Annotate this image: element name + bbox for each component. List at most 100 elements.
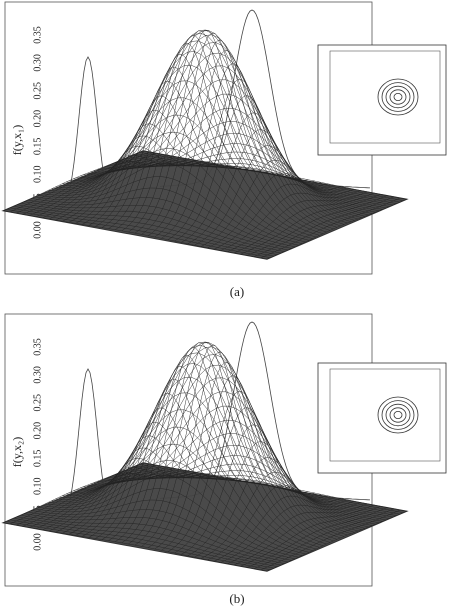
mesh-line: [128, 156, 394, 206]
mesh-line: [240, 506, 381, 567]
z-tick-label: 0.10: [32, 166, 43, 184]
marginal-curve: [39, 56, 141, 213]
mesh-line: [148, 351, 289, 548]
mesh-line: [141, 344, 282, 547]
z-tick-label: 0.00: [32, 221, 43, 239]
contour: [385, 403, 411, 427]
contour: [389, 407, 407, 423]
mesh-line: [139, 464, 404, 513]
mesh-line: [260, 197, 401, 259]
contour: [389, 89, 407, 105]
mesh-line: [247, 507, 388, 568]
mesh-line: [121, 471, 387, 521]
z-tick-label: 0.30: [32, 54, 43, 72]
mesh-line: [142, 462, 408, 512]
mesh-line: [227, 191, 368, 252]
mesh-line: [86, 52, 352, 222]
mesh-line: [100, 419, 366, 529]
mesh-line: [86, 364, 352, 534]
mesh-line: [97, 93, 362, 218]
mesh-line: [260, 509, 401, 571]
mesh-line: [161, 63, 302, 239]
mesh-line: [100, 107, 366, 217]
mesh-line: [161, 375, 302, 551]
mesh-line: [233, 504, 375, 566]
mesh-line: [253, 508, 394, 569]
mesh-line: [93, 391, 359, 532]
mesh-line: [118, 158, 383, 210]
mesh-line: [121, 159, 387, 209]
mesh-line: [114, 463, 380, 524]
marginal-curve: [39, 368, 141, 525]
caption: (b): [229, 591, 244, 606]
z-tick-label: 0.10: [32, 478, 43, 496]
mesh-line: [148, 39, 289, 236]
z-tick-label: 0.15: [32, 450, 43, 468]
mesh-line: [200, 471, 342, 559]
mesh-line: [97, 405, 362, 530]
mesh-line: [154, 50, 295, 238]
mesh-line: [83, 42, 348, 224]
z-tick-label: 0.25: [32, 82, 43, 100]
z-tick-label: 0.20: [32, 110, 43, 128]
mesh-line: [174, 407, 315, 554]
mesh-line: [114, 151, 380, 212]
contour: [393, 93, 403, 102]
mesh-line: [142, 150, 408, 200]
mesh-line: [233, 192, 375, 254]
z-axis-label: f(y,x₂): [10, 437, 24, 467]
mesh-line: [214, 495, 355, 562]
z-tick-label: 0.20: [32, 422, 43, 440]
mesh-line: [90, 377, 355, 533]
mesh-line: [167, 391, 309, 552]
mesh-line: [139, 152, 404, 201]
mesh-line: [220, 502, 361, 563]
contour: [381, 82, 415, 112]
mesh-line: [128, 468, 394, 518]
mesh-line: [266, 510, 408, 572]
mesh-line: [200, 159, 342, 247]
mesh-line: [93, 79, 359, 220]
mesh-line: [90, 65, 355, 221]
mesh-line: [72, 341, 338, 540]
contour: [393, 411, 403, 420]
mesh-line: [253, 196, 394, 257]
mesh-line: [135, 465, 401, 515]
z-tick-label: 0.15: [32, 138, 43, 156]
mesh-line: [79, 34, 345, 225]
inset-plot-area: [329, 50, 441, 144]
z-tick-label: 0.30: [32, 366, 43, 384]
mesh-line: [214, 183, 355, 250]
mesh-line: [227, 503, 368, 564]
mesh-line: [220, 190, 361, 251]
contour: [377, 396, 419, 434]
mesh-line: [135, 153, 401, 203]
mesh-line: [79, 346, 345, 537]
z-tick-label: 0.35: [32, 338, 43, 356]
z-tick-label: 0.35: [32, 26, 43, 44]
mesh-line: [125, 157, 390, 207]
mesh-line: [174, 95, 315, 242]
mesh-line: [76, 342, 341, 539]
mesh-line: [167, 79, 309, 240]
mesh-line: [118, 470, 383, 522]
mesh-line: [247, 195, 388, 256]
mesh-line: [266, 198, 408, 260]
contour: [381, 400, 415, 430]
z-tick-label: 0.25: [32, 394, 43, 412]
caption: (a): [230, 284, 244, 299]
contour: [385, 85, 411, 109]
mesh-line: [154, 362, 295, 550]
mesh-line: [125, 469, 390, 519]
contour: [377, 78, 419, 116]
panel: 0.000.050.100.150.200.250.300.35f(y,x₁)(…: [1, 1, 447, 299]
z-tick-label: 0.00: [32, 533, 43, 551]
mesh-line: [141, 32, 282, 235]
mesh-line: [76, 30, 341, 227]
panel: 0.000.050.100.150.200.250.300.35f(y,x₂)(…: [1, 313, 447, 606]
z-axis-label: f(y,x₁): [10, 125, 24, 155]
mesh-line: [83, 354, 348, 536]
mesh-line: [240, 194, 381, 255]
inset-plot-area: [329, 368, 441, 462]
